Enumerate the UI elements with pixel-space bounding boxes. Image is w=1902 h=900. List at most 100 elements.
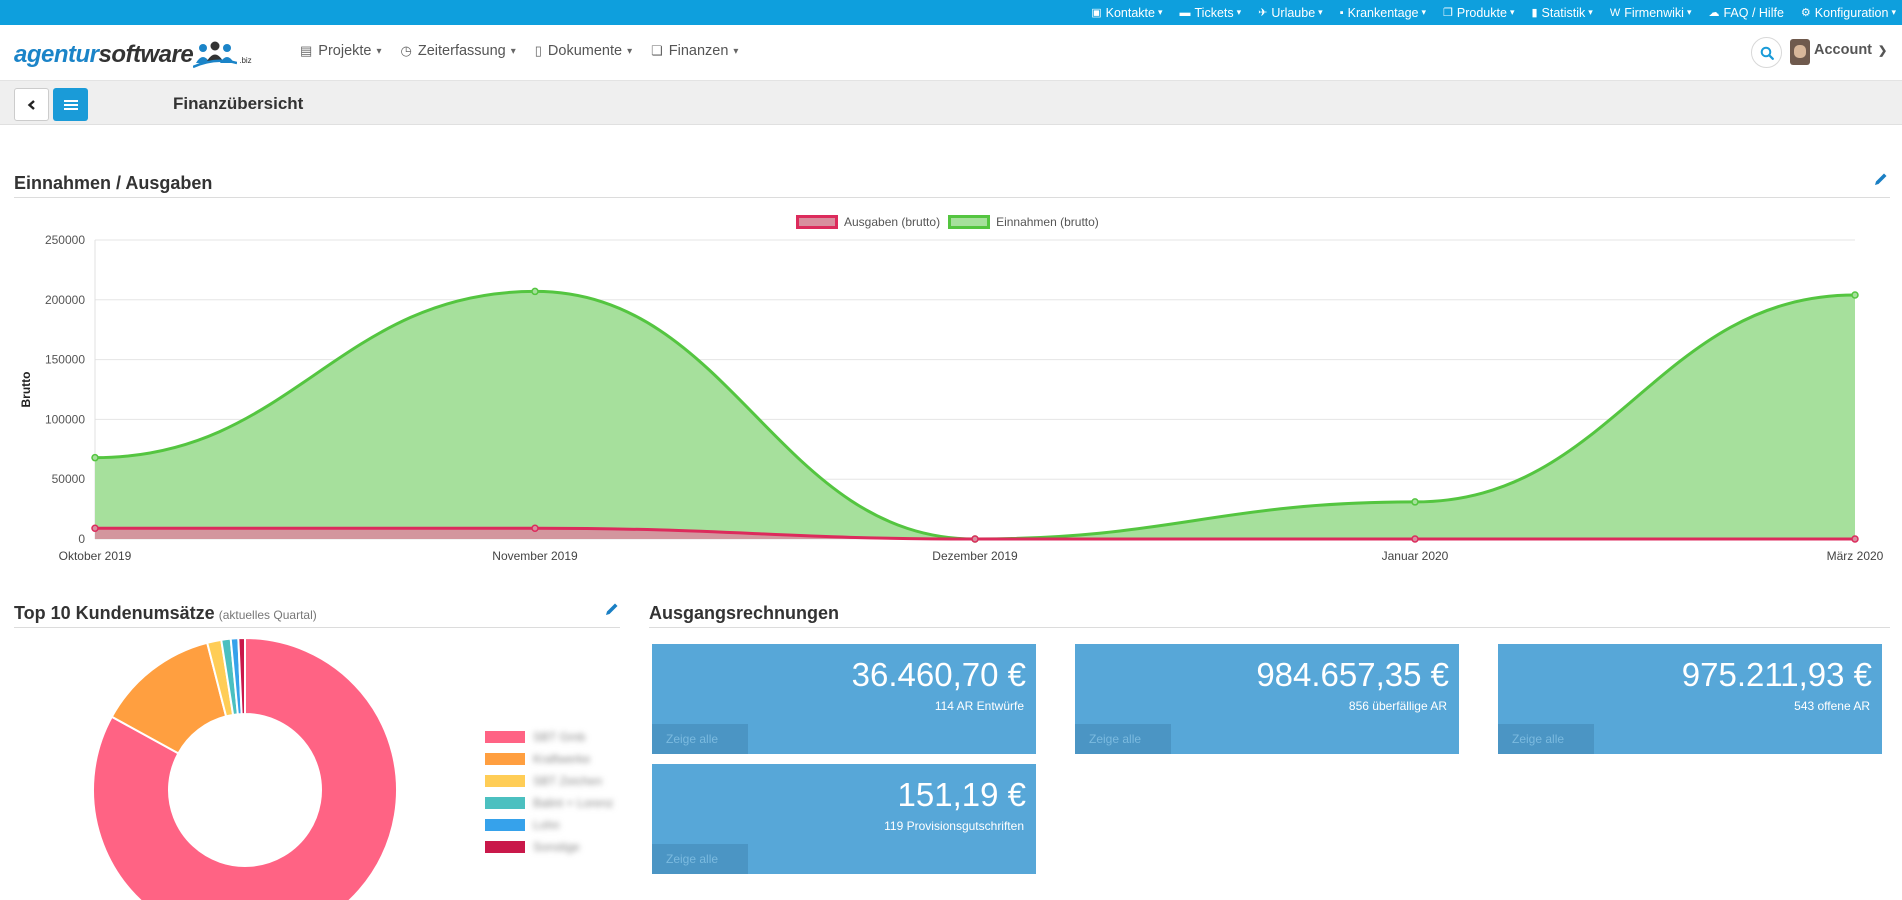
- income-expense-chart: 250000 200000 150000 100000 50000 0 Oktober 20…: [19, 233, 1884, 563]
- pencil-icon[interactable]: [1873, 171, 1889, 187]
- top10-subtitle: (aktuelles Quartal): [218, 608, 317, 622]
- nav-item-label: Dokumente: [547, 43, 623, 59]
- donut-slice[interactable]: [237, 636, 246, 716]
- legend-label: Einnahmen (brutto): [996, 215, 1099, 229]
- avatar-face: [1794, 45, 1806, 58]
- topbar-item-krankentage[interactable]: ▪ Krankentage ▾: [1340, 6, 1426, 20]
- top-utility-bar: ▣ Kontakte ▾ ▬ Tickets ▾ ✈ Urlaube ▾ ▪ Krankentage…: [0, 0, 1902, 25]
- topbar-item-tickets[interactable]: ▬ Tickets ▾: [1180, 6, 1242, 20]
- y-tick-label: 200000: [45, 293, 85, 307]
- search-button[interactable]: [1751, 37, 1782, 68]
- data-point[interactable]: [91, 453, 99, 462]
- divider: [14, 197, 1890, 198]
- data-point[interactable]: [531, 287, 539, 296]
- data-point[interactable]: [1411, 535, 1419, 543]
- donut-legend-item[interactable]: SBT Zeichen: [485, 770, 613, 792]
- topbar-item-statistik[interactable]: ▮ Statistik ▾: [1531, 6, 1592, 20]
- data-point[interactable]: [1411, 498, 1419, 506]
- topbar-item-faq-hilfe[interactable]: ☁ FAQ / Hilfe: [1708, 6, 1783, 20]
- legend-label: Kraftwerke: [533, 752, 591, 766]
- chevron-down-icon: ▾: [376, 45, 382, 57]
- sidebar-toggle-button[interactable]: [53, 88, 88, 121]
- pencil-icon[interactable]: [604, 601, 620, 617]
- chevron-down-icon: ▾: [1891, 7, 1896, 17]
- chevron-down-icon: ▾: [627, 45, 633, 57]
- main-nav-items: ▤ Projekte ▾ ◷ Zeiterfassung ▾ ▯ Dokumente ▾ ❏ Fin…: [300, 25, 757, 77]
- legend-swatch: [485, 841, 525, 853]
- invoices-title: Ausgangsrechnungen: [649, 603, 840, 623]
- donut-legend: SBT Gmb Kraftwerke SBT Zeichen Balint + Lor…: [485, 726, 613, 858]
- invoice-description: 114 AR Entwürfe: [934, 699, 1024, 713]
- x-tick-label: Oktober 2019: [59, 549, 132, 563]
- topbar-item-label: Kontakte: [1105, 5, 1155, 20]
- topbar-item-label: Firmenwiki: [1624, 5, 1684, 20]
- nav-item-dokumente[interactable]: ▯ Dokumente ▾: [535, 43, 632, 59]
- chevron-down-icon: ▾: [1157, 7, 1163, 17]
- donut-legend-item[interactable]: SBT Gmb: [485, 726, 613, 748]
- cogs-icon: ⚙: [1800, 7, 1811, 19]
- topbar-item-kontakte[interactable]: ▣ Kontakte ▾: [1091, 6, 1162, 20]
- wikipedia-icon: W: [1609, 6, 1621, 19]
- donut-legend-item[interactable]: Kraftwerke: [485, 748, 613, 770]
- show-all-link[interactable]: Zeige alle: [1498, 724, 1594, 754]
- show-all-link[interactable]: Zeige alle: [1075, 724, 1171, 754]
- chevron-down-icon: ▾: [1236, 7, 1242, 17]
- top-utility-menu: ▣ Kontakte ▾ ▬ Tickets ▾ ✈ Urlaube ▾ ▪ Krankentage…: [1074, 0, 1896, 25]
- donut-legend-item[interactable]: Lohn: [485, 814, 613, 836]
- data-point[interactable]: [531, 524, 539, 532]
- legend-item[interactable]: Ausgaben (brutto): [796, 215, 940, 229]
- donut-legend-item[interactable]: Sonstige: [485, 836, 613, 858]
- donut-legend-item[interactable]: Balint + Lorenz: [485, 792, 613, 814]
- data-point[interactable]: [1851, 291, 1859, 299]
- chevron-down-icon: ▾: [1588, 7, 1593, 17]
- y-tick-label: 100000: [45, 412, 85, 426]
- page-title: Finanzübersicht: [173, 94, 304, 113]
- account-label: Account: [1814, 42, 1872, 58]
- topbar-item-label: Statistik: [1541, 5, 1586, 20]
- brand-suffix: .biz: [239, 56, 252, 65]
- topbar-item-urlaube[interactable]: ✈ Urlaube ▾: [1258, 6, 1323, 20]
- legend-label: Sonstige: [533, 840, 580, 854]
- legend-label: Lohn: [533, 818, 560, 832]
- back-button[interactable]: [14, 88, 49, 121]
- account-menu[interactable]: Account ❯: [1814, 42, 1887, 58]
- legend-swatch: [485, 819, 525, 831]
- show-all-link[interactable]: Zeige alle: [652, 844, 748, 874]
- topbar-item-produkte[interactable]: ❐ Produkte ▾: [1443, 6, 1514, 20]
- topbar-item-konfiguration[interactable]: ⚙ Konfiguration ▾: [1801, 6, 1896, 20]
- legend-label: Balint + Lorenz: [533, 796, 614, 810]
- chevron-down-icon: ▾: [1318, 7, 1323, 17]
- briefcase-icon: ▤: [300, 43, 313, 58]
- nav-item-projekte[interactable]: ▤ Projekte ▾: [300, 43, 382, 59]
- money-icon: ❏: [651, 43, 663, 58]
- top10-title-text: Top 10 Kundenumsätze: [14, 603, 215, 623]
- y-tick-label: 0: [78, 532, 85, 546]
- data-point[interactable]: [91, 524, 99, 532]
- y-tick-label: 150000: [45, 353, 85, 367]
- legend-swatch: [485, 797, 525, 809]
- nav-item-finanzen[interactable]: ❏ Finanzen ▾: [651, 43, 738, 59]
- legend-swatch: [485, 731, 525, 743]
- nav-item-zeiterfassung[interactable]: ◷ Zeiterfassung ▾: [401, 43, 516, 59]
- ticket-icon: ▬: [1179, 6, 1191, 19]
- topbar-item-label: Produkte: [1456, 5, 1507, 20]
- medkit-icon: ▪: [1339, 6, 1344, 19]
- avatar[interactable]: [1790, 39, 1810, 65]
- hamburger-icon: [63, 99, 78, 110]
- data-point[interactable]: [971, 535, 979, 543]
- topbar-item-label: Tickets: [1194, 5, 1234, 20]
- legend-item[interactable]: Einnahmen (brutto): [948, 215, 1099, 229]
- topbar-item-firmenwiki[interactable]: W Firmenwiki ▾: [1610, 6, 1692, 20]
- brand-logo[interactable]: agentursoftware .biz: [14, 37, 252, 69]
- legend-label: SBT Gmb: [533, 730, 586, 744]
- donut-slice[interactable]: [92, 636, 398, 900]
- plane-icon: ✈: [1258, 7, 1268, 19]
- page-header: Finanzübersicht: [0, 81, 1902, 125]
- legend-label: Ausgaben (brutto): [844, 215, 941, 229]
- data-point[interactable]: [1851, 535, 1859, 543]
- x-tick-label: Januar 2020: [1382, 549, 1449, 563]
- invoice-amount: 975.211,93 €: [1681, 656, 1872, 693]
- clock-icon: ◷: [400, 43, 412, 58]
- y-tick-label: 50000: [52, 472, 86, 486]
- show-all-link[interactable]: Zeige alle: [652, 724, 748, 754]
